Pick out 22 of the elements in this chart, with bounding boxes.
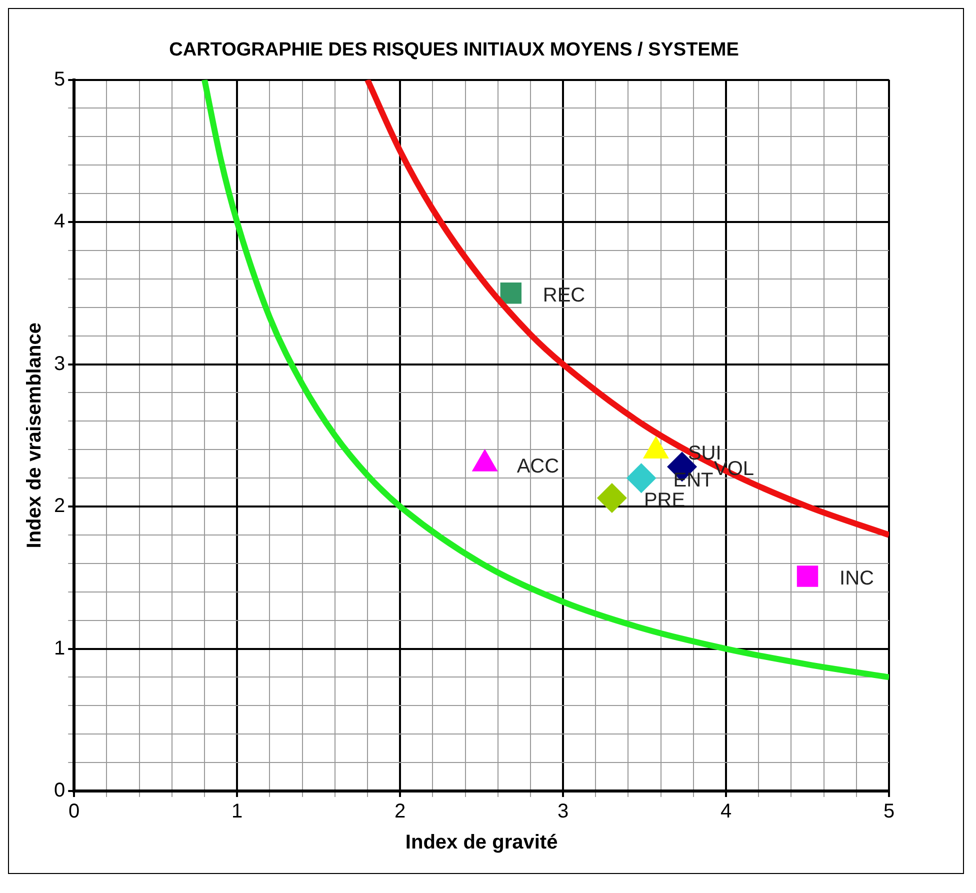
- series-label: ACC: [516, 455, 560, 478]
- y-tick-label: 2: [54, 495, 66, 518]
- x-axis-title: Index de gravité: [405, 832, 558, 854]
- y-tick-label: 1: [54, 637, 66, 660]
- y-axis-title: Index de vraisemblance: [24, 322, 46, 548]
- point: [596, 482, 627, 513]
- series-label: ENT: [673, 470, 714, 492]
- y-tick-label: 3: [54, 352, 66, 375]
- chart-title: CARTOGRAPHIE DES RISQUES INITIAUX MOYENS / SYSTEME: [169, 40, 739, 61]
- y-tick-label: 4: [54, 210, 66, 233]
- x-tick-label: 2: [394, 800, 406, 823]
- x-tick-label: 5: [883, 800, 895, 823]
- x-tick-label: 4: [720, 800, 732, 823]
- point: [796, 566, 818, 587]
- x-tick-label: 3: [557, 800, 569, 823]
- point: [626, 463, 656, 494]
- x-tick-label: 1: [232, 800, 243, 823]
- y-tick-label: 0: [54, 780, 66, 802]
- y-tick-label: 5: [54, 68, 66, 90]
- x-tick-label: 0: [68, 800, 80, 823]
- series-label: INC: [840, 568, 874, 590]
- point: [500, 282, 522, 304]
